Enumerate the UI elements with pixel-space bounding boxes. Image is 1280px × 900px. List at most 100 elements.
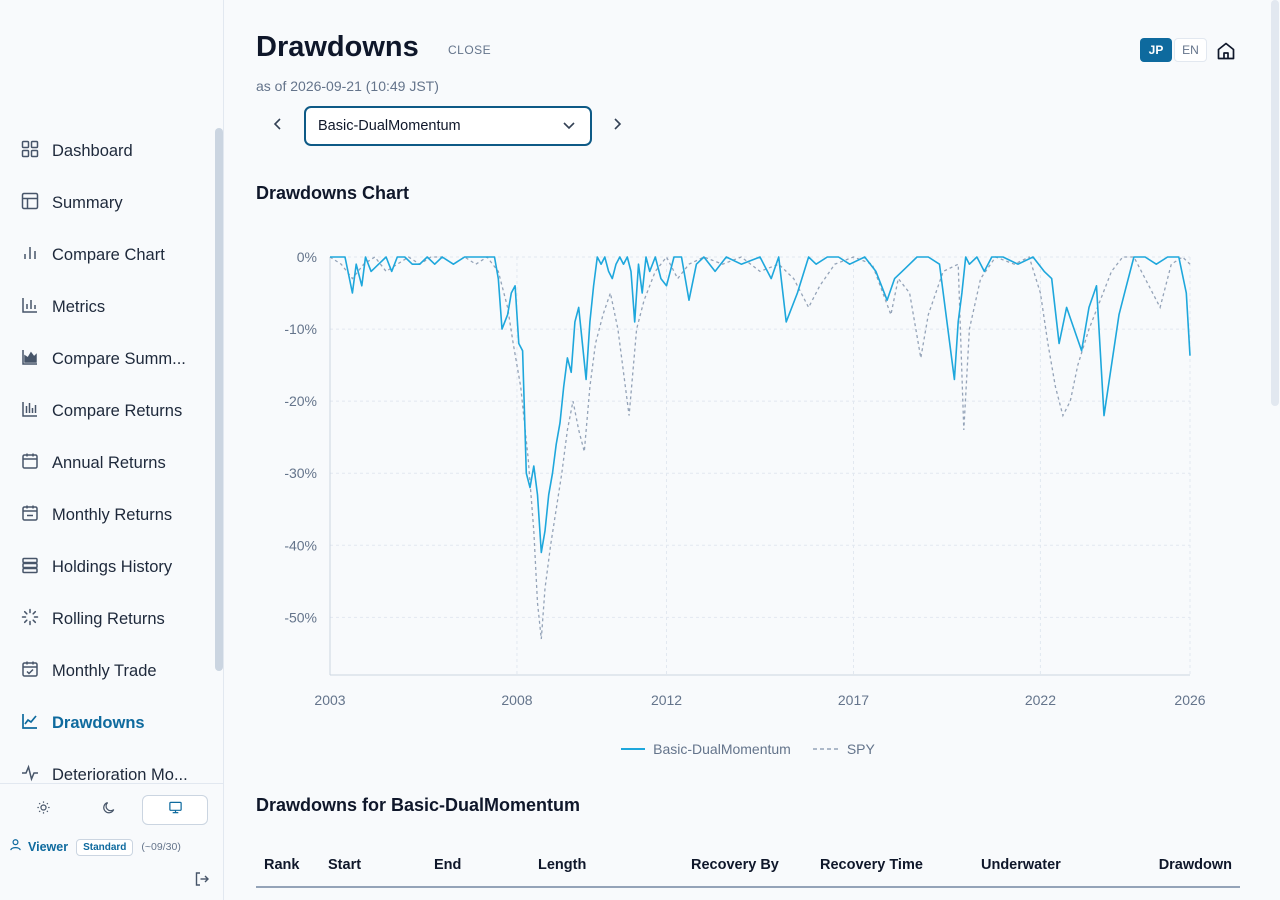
moon-icon	[102, 800, 117, 820]
sidebar-item-label: Monthly Returns	[52, 505, 173, 524]
sidebar-scrollbar[interactable]	[215, 128, 223, 671]
legend-label-main: Basic-DualMomentum	[653, 741, 791, 757]
page-scrollbar[interactable]	[1271, 0, 1279, 406]
chart-axis-icon	[20, 295, 40, 320]
sidebar-footer: Viewer Standard (~09/30)	[0, 783, 223, 900]
sidebar-item-label: Compare Summ...	[52, 349, 186, 368]
column-header-rank[interactable]: Rank	[264, 857, 300, 873]
sidebar-item-label: Annual Returns	[52, 453, 166, 472]
strategy-select[interactable]: Basic-DualMomentum	[304, 106, 592, 146]
calendar-icon	[20, 451, 40, 476]
legend-label-benchmark: SPY	[846, 741, 875, 757]
calendar-minus-icon	[20, 503, 40, 528]
home-icon[interactable]	[1215, 40, 1237, 62]
sidebar-item-deterioration[interactable]: Deterioration Mo...	[0, 749, 215, 801]
y-tick-label: -40%	[284, 537, 317, 553]
x-tick-label: 2008	[501, 692, 532, 708]
y-tick-label: -10%	[284, 321, 317, 337]
x-tick-label: 2017	[838, 692, 869, 708]
y-tick-label: -20%	[284, 393, 317, 409]
sidebar-item-label: Drawdowns	[52, 713, 145, 732]
column-header-start[interactable]: Start	[328, 857, 362, 873]
column-header-end[interactable]: End	[434, 857, 462, 873]
sidebar-item-summary[interactable]: Summary	[0, 177, 215, 229]
sidebar-item-label: Deterioration Mo...	[52, 765, 188, 784]
sidebar: Dashboard Summary Compare Chart Metrics …	[0, 0, 224, 900]
activity-icon	[20, 763, 40, 788]
y-tick-label: 0%	[297, 249, 317, 265]
chart-legend: Basic-DualMomentum SPY	[256, 741, 1240, 757]
grid-icon	[20, 139, 40, 164]
sidebar-item-monthly-returns[interactable]: Monthly Returns	[0, 489, 215, 541]
sidebar-item-label: Metrics	[52, 297, 106, 316]
theme-light-button[interactable]	[10, 795, 76, 825]
sidebar-item-label: Monthly Trade	[52, 661, 157, 680]
table-title: Drawdowns for Basic-DualMomentum	[256, 795, 581, 815]
sidebar-item-label: Compare Chart	[52, 245, 165, 264]
legend-swatch-benchmark	[812, 748, 839, 750]
user-name[interactable]: Viewer	[28, 840, 69, 854]
drawdowns-chart: 0% -10% -20% -30% -40% -50% 2003 2008 2012 2017 20…	[256, 225, 1240, 770]
column-header-length[interactable]: Length	[538, 857, 587, 873]
language-switcher: JP EN	[1140, 38, 1207, 62]
sidebar-item-label: Compare Returns	[52, 401, 183, 420]
x-tick-label: 2003	[314, 692, 345, 708]
chevron-right-icon	[611, 117, 623, 136]
legend-item-benchmark[interactable]: SPY	[812, 741, 875, 757]
sidebar-item-metrics[interactable]: Metrics	[0, 281, 215, 333]
drawdowns-table-header: Rank Start End Length Recovery By Recove…	[256, 846, 1240, 888]
column-header-underwater[interactable]: Underwater	[981, 857, 1061, 873]
page-title: Drawdowns	[256, 31, 419, 63]
sidebar-item-compare-chart[interactable]: Compare Chart	[0, 229, 215, 281]
calendar-check-icon	[20, 659, 40, 684]
prev-strategy-button[interactable]	[267, 115, 289, 137]
legend-swatch-main	[621, 748, 646, 750]
line-chart-icon	[20, 711, 40, 736]
theme-dark-button[interactable]	[76, 795, 142, 825]
sidebar-item-compare-summary[interactable]: Compare Summ...	[0, 333, 215, 385]
drawdowns-chart-svg: 0% -10% -20% -30% -40% -50% 2003 2008 2012 2017 20…	[284, 249, 1205, 708]
legend-item-main[interactable]: Basic-DualMomentum	[621, 741, 791, 757]
bar-chart-icon	[20, 243, 40, 268]
series-line-benchmark	[329, 255, 1191, 640]
theme-switcher	[10, 795, 212, 825]
multi-bar-icon	[20, 399, 40, 424]
x-tick-label: 2012	[651, 692, 682, 708]
logout-icon[interactable]	[193, 870, 211, 888]
sidebar-item-label: Summary	[52, 193, 123, 212]
x-tick-label: 2022	[1025, 692, 1056, 708]
x-tick-label: 2026	[1174, 692, 1205, 708]
loader-icon	[20, 607, 40, 632]
sidebar-item-compare-returns[interactable]: Compare Returns	[0, 385, 215, 437]
sidebar-item-rolling-returns[interactable]: Rolling Returns	[0, 593, 215, 645]
sidebar-item-monthly-trade[interactable]: Monthly Trade	[0, 645, 215, 697]
sidebar-item-annual-returns[interactable]: Annual Returns	[0, 437, 215, 489]
sidebar-nav: Dashboard Summary Compare Chart Metrics …	[0, 125, 215, 801]
column-header-recovery-time[interactable]: Recovery Time	[820, 857, 923, 873]
y-tick-label: -50%	[284, 609, 317, 625]
plan-expiry: (~09/30)	[141, 841, 181, 853]
series-line-main	[330, 256, 1191, 554]
plan-badge: Standard	[76, 838, 134, 856]
sidebar-item-drawdowns[interactable]: Drawdowns	[0, 697, 215, 749]
user-info: Viewer Standard (~09/30)	[9, 838, 181, 856]
sidebar-item-holdings-history[interactable]: Holdings History	[0, 541, 215, 593]
sidebar-item-label: Dashboard	[52, 141, 133, 160]
lang-en-button[interactable]: EN	[1174, 38, 1207, 62]
next-strategy-button[interactable]	[606, 115, 628, 137]
monitor-icon	[168, 800, 183, 820]
sun-icon	[36, 800, 51, 820]
column-header-recovery-by[interactable]: Recovery By	[691, 857, 779, 873]
sidebar-item-dashboard[interactable]: Dashboard	[0, 125, 215, 177]
stack-icon	[20, 555, 40, 580]
user-icon	[9, 838, 22, 856]
chart-section-title: Drawdowns Chart	[256, 183, 410, 203]
as-of-timestamp: as of 2026-09-21 (10:49 JST)	[256, 78, 439, 94]
column-header-drawdown[interactable]: Drawdown	[1158, 857, 1232, 873]
lang-jp-button[interactable]: JP	[1140, 38, 1172, 62]
layout-icon	[20, 191, 40, 216]
theme-system-button[interactable]	[142, 795, 208, 825]
sidebar-item-label: Rolling Returns	[52, 609, 165, 628]
close-button[interactable]: CLOSE	[448, 43, 492, 57]
sidebar-item-label: Holdings History	[52, 557, 173, 576]
